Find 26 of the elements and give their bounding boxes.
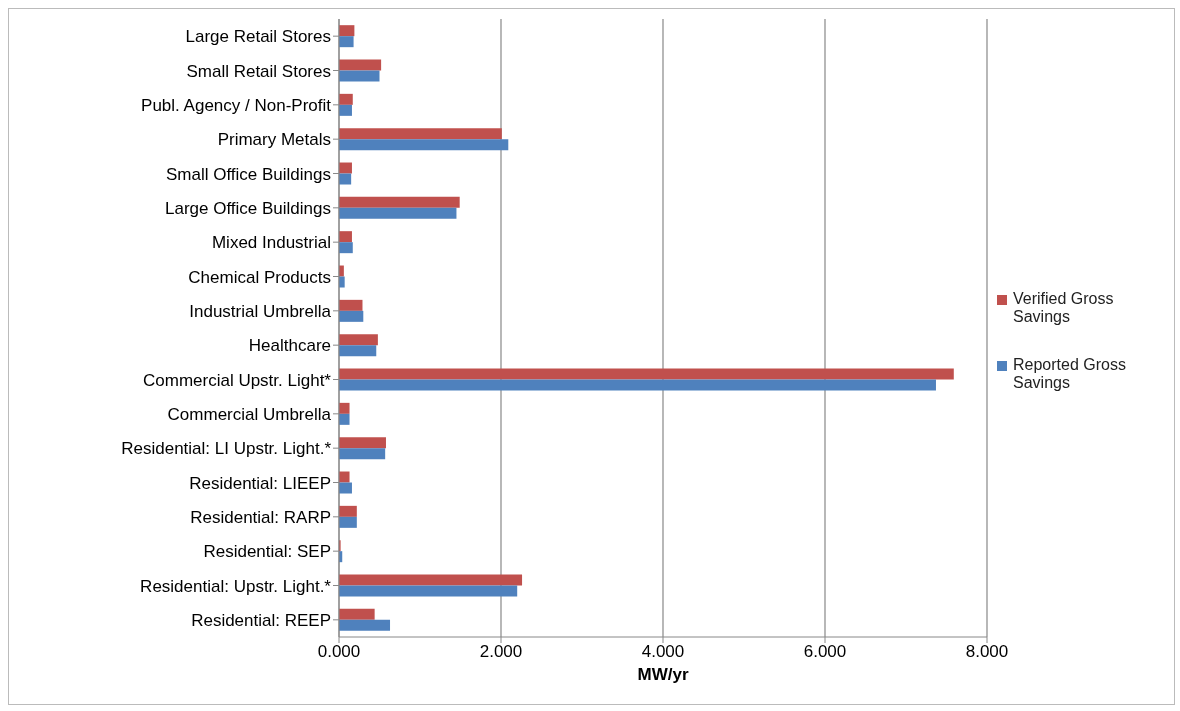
x-axis-title: MW/yr xyxy=(637,665,689,684)
y-tick-label: Residential: LIEEP xyxy=(189,473,331,493)
y-tick-label: Healthcare xyxy=(248,336,331,356)
y-tick-label: Chemical Products xyxy=(188,267,331,287)
y-tick-label: Residential: SEP xyxy=(203,542,331,562)
y-tick-label: Publ. Agency / Non-Profit xyxy=(141,95,332,115)
y-tick-label: Small Office Buildings xyxy=(165,164,331,184)
x-tick-label: 0.000 xyxy=(317,642,361,662)
x-tick-label: 2.000 xyxy=(479,642,523,662)
x-tick-label: 4.000 xyxy=(641,642,685,662)
y-tick-label: Large Retail Stores xyxy=(185,27,331,47)
y-tick-label: Residential: Upstr. Light.* xyxy=(140,576,332,596)
legend-label: Verified Gross Savings xyxy=(1013,289,1115,326)
x-tick-label: 6.000 xyxy=(803,642,847,662)
y-tick-label: Mixed Industrial xyxy=(211,233,331,253)
y-tick-label: Residential: RARP xyxy=(190,507,331,527)
y-tick-label: Small Retail Stores xyxy=(186,61,331,81)
y-tick-label: Primary Metals xyxy=(217,130,331,150)
y-tick-label: Residential: LI Upstr. Light.* xyxy=(121,439,332,459)
y-tick-label: Industrial Umbrella xyxy=(189,301,332,321)
y-tick-label: Commercial Upstr. Light* xyxy=(142,370,332,390)
y-tick-label: Commercial Umbrella xyxy=(167,404,332,424)
legend-label: Reported Gross Savings xyxy=(1013,355,1127,392)
y-tick-label: Residential: REEP xyxy=(191,610,331,630)
y-tick-label: Large Office Buildings xyxy=(164,198,331,218)
x-tick-label: 8.000 xyxy=(965,642,1009,662)
